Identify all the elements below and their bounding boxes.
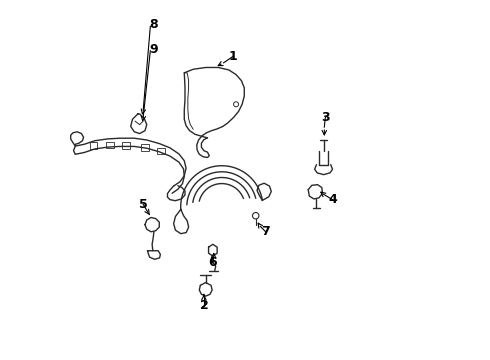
Polygon shape — [142, 144, 149, 151]
Text: 3: 3 — [321, 111, 330, 124]
Text: 6: 6 — [209, 256, 217, 269]
Polygon shape — [90, 143, 98, 149]
Text: 5: 5 — [139, 198, 147, 211]
Text: 1: 1 — [228, 50, 237, 63]
Text: 7: 7 — [261, 225, 270, 238]
Text: 4: 4 — [328, 193, 337, 206]
Polygon shape — [106, 142, 114, 148]
Text: 9: 9 — [149, 43, 158, 56]
Polygon shape — [157, 148, 165, 154]
Text: 2: 2 — [199, 299, 208, 312]
Polygon shape — [122, 143, 130, 149]
Text: 8: 8 — [149, 18, 158, 31]
